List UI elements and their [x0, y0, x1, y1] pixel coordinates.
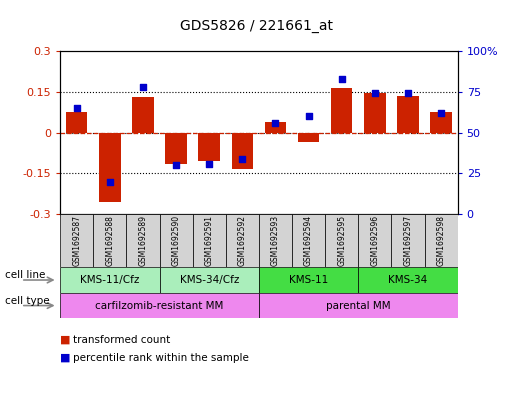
Bar [160, 267, 259, 293]
Bar [165, 132, 187, 164]
Text: GSM1692592: GSM1692592 [238, 215, 247, 266]
Text: percentile rank within the sample: percentile rank within the sample [73, 353, 248, 363]
Bar [430, 112, 452, 132]
Bar [358, 214, 391, 267]
Bar [364, 93, 385, 132]
Text: cell line: cell line [5, 270, 46, 280]
Bar [60, 293, 259, 318]
Bar [60, 267, 160, 293]
Bar [259, 267, 358, 293]
Bar [425, 214, 458, 267]
Text: GSM1692595: GSM1692595 [337, 215, 346, 266]
Point [337, 76, 346, 82]
Text: KMS-11/Cfz: KMS-11/Cfz [80, 275, 140, 285]
Text: GDS5826 / 221661_at: GDS5826 / 221661_at [180, 18, 333, 33]
Bar [265, 122, 286, 132]
Bar [198, 132, 220, 161]
Text: GSM1692589: GSM1692589 [139, 215, 147, 266]
Text: carfilzomib-resistant MM: carfilzomib-resistant MM [95, 301, 224, 310]
Bar [292, 214, 325, 267]
Bar [232, 132, 253, 169]
Bar [331, 88, 353, 132]
Text: ■: ■ [60, 353, 71, 363]
Text: GSM1692591: GSM1692591 [204, 215, 214, 266]
Bar [192, 214, 226, 267]
Bar [160, 214, 192, 267]
Text: GSM1692598: GSM1692598 [437, 215, 446, 266]
Bar [132, 97, 154, 132]
Text: GSM1692590: GSM1692590 [172, 215, 180, 266]
Bar [259, 214, 292, 267]
Bar [226, 214, 259, 267]
Text: GSM1692587: GSM1692587 [72, 215, 81, 266]
Point [139, 84, 147, 90]
Text: GSM1692594: GSM1692594 [304, 215, 313, 266]
Text: GSM1692593: GSM1692593 [271, 215, 280, 266]
Text: KMS-34: KMS-34 [388, 275, 428, 285]
Point [73, 105, 81, 111]
Bar [298, 132, 320, 142]
Point [238, 156, 246, 162]
Point [437, 110, 445, 116]
Text: cell type: cell type [5, 296, 50, 306]
Point [304, 113, 313, 119]
Bar [358, 267, 458, 293]
Point [205, 160, 213, 167]
Bar [391, 214, 425, 267]
Text: KMS-34/Cfz: KMS-34/Cfz [179, 275, 239, 285]
Bar [66, 112, 87, 132]
Bar [60, 214, 93, 267]
Bar [99, 132, 121, 202]
Bar [93, 214, 127, 267]
Point [106, 178, 114, 185]
Text: GSM1692597: GSM1692597 [403, 215, 413, 266]
Bar [325, 214, 358, 267]
Bar [127, 214, 160, 267]
Text: KMS-11: KMS-11 [289, 275, 328, 285]
Text: GSM1692596: GSM1692596 [370, 215, 379, 266]
Text: ■: ■ [60, 335, 71, 345]
Point [404, 90, 412, 97]
Bar [397, 96, 419, 132]
Bar [259, 293, 458, 318]
Point [371, 90, 379, 97]
Text: parental MM: parental MM [326, 301, 391, 310]
Point [172, 162, 180, 168]
Point [271, 120, 280, 126]
Text: transformed count: transformed count [73, 335, 170, 345]
Text: GSM1692588: GSM1692588 [105, 215, 115, 266]
